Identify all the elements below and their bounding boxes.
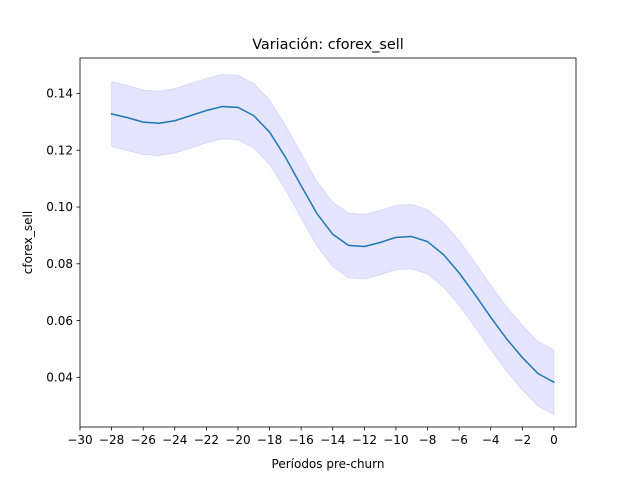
x-tick-label: −22 <box>194 433 219 447</box>
x-tick-label: −12 <box>352 433 377 447</box>
x-tick-label: −18 <box>257 433 282 447</box>
x-tick-label: −24 <box>162 433 187 447</box>
x-tick-label: −14 <box>320 433 345 447</box>
x-axis-label: Períodos pre-churn <box>272 457 385 471</box>
chart-title: Variación: cforex_sell <box>252 37 404 53</box>
x-tick-label: −2 <box>513 433 531 447</box>
x-tick-label: −10 <box>383 433 408 447</box>
y-tick-label: 0.06 <box>46 314 73 328</box>
x-tick-label: −30 <box>67 433 92 447</box>
x-tick-label: 0 <box>550 433 558 447</box>
x-tick-label: −16 <box>288 433 313 447</box>
y-axis-label: cforex_sell <box>21 211 35 274</box>
x-tick-label: −6 <box>450 433 468 447</box>
y-tick-label: 0.14 <box>46 87 73 101</box>
x-tick-label: −4 <box>482 433 500 447</box>
x-axis: −30 −28 −26 −24 −22 −20 −18 −16 −14 −12 −10 −8 −6 −4−… <box>67 427 558 447</box>
series-line-layer <box>110 105 555 384</box>
y-tick-label: 0.10 <box>46 200 73 214</box>
x-tick-label: −26 <box>131 433 156 447</box>
x-tick-label: −8 <box>419 433 437 447</box>
y-tick-label: 0.04 <box>46 371 73 385</box>
y-tick-label: 0.12 <box>46 143 73 157</box>
x-tick-label: −28 <box>99 433 124 447</box>
confidence-band <box>111 73 555 416</box>
y-axis: 0.04 0.06 0.08 0.10 0.12 0.14 <box>46 87 80 385</box>
plot-frame <box>79 57 577 428</box>
series-line <box>110 105 555 384</box>
confidence-band-layer <box>111 73 555 416</box>
x-tick-label: −20 <box>225 433 250 447</box>
y-tick-label: 0.08 <box>46 257 73 271</box>
